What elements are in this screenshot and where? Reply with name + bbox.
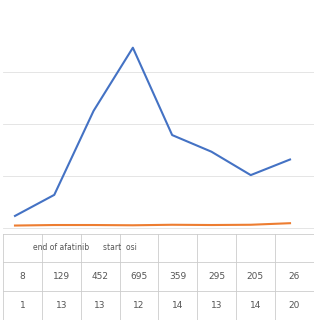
Text: 14: 14 xyxy=(250,301,261,310)
Text: 20: 20 xyxy=(289,301,300,310)
Text: 695: 695 xyxy=(130,272,148,281)
Text: 1: 1 xyxy=(20,301,26,310)
Text: start  osi: start osi xyxy=(103,244,137,252)
Text: 12: 12 xyxy=(133,301,145,310)
Text: end of afatinib: end of afatinib xyxy=(33,244,90,252)
Text: 359: 359 xyxy=(169,272,187,281)
Text: 13: 13 xyxy=(94,301,106,310)
Text: 14: 14 xyxy=(172,301,183,310)
Text: 8: 8 xyxy=(20,272,26,281)
Text: 129: 129 xyxy=(53,272,70,281)
Text: 295: 295 xyxy=(208,272,225,281)
Text: 205: 205 xyxy=(247,272,264,281)
Text: 452: 452 xyxy=(92,272,109,281)
Text: 26: 26 xyxy=(289,272,300,281)
Text: 13: 13 xyxy=(56,301,67,310)
Text: 13: 13 xyxy=(211,301,222,310)
